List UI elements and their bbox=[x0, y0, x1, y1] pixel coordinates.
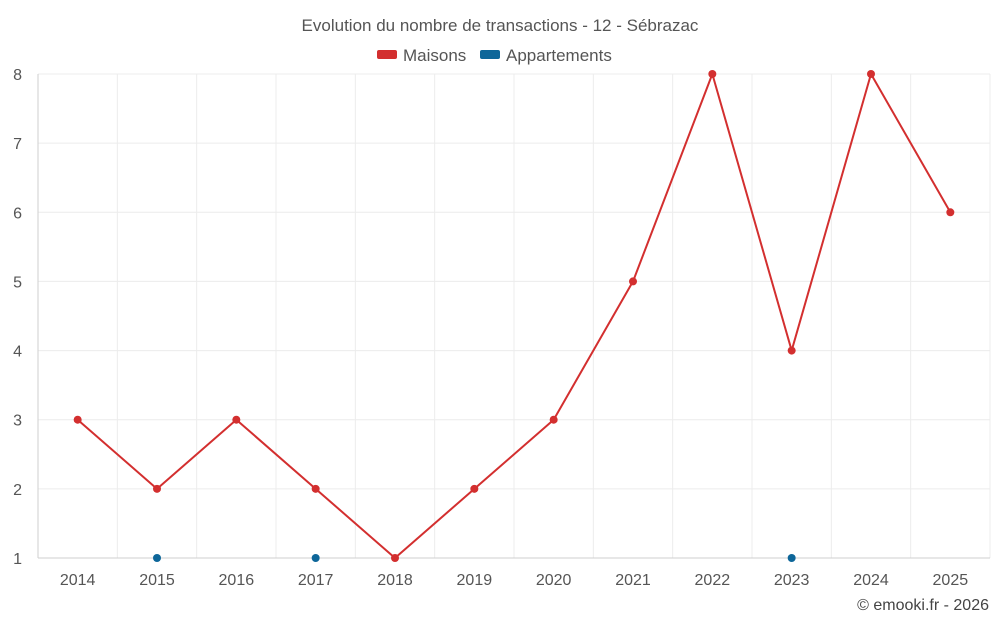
x-tick-label: 2022 bbox=[695, 572, 731, 589]
x-tick-label: 2018 bbox=[377, 572, 413, 589]
y-tick-label: 6 bbox=[13, 205, 22, 222]
legend-label-appartements[interactable]: Appartements bbox=[506, 46, 612, 65]
series bbox=[73, 70, 955, 562]
x-tick-label: 2019 bbox=[457, 572, 493, 589]
y-tick-label: 5 bbox=[13, 274, 22, 291]
x-tick-label: 2014 bbox=[60, 572, 96, 589]
y-tick-label: 3 bbox=[13, 413, 22, 430]
y-tick-label: 7 bbox=[13, 136, 22, 153]
y-tick-label: 2 bbox=[13, 482, 22, 499]
data-point-maisons[interactable] bbox=[708, 70, 717, 78]
y-tick-label: 8 bbox=[13, 67, 22, 84]
x-tick-label: 2015 bbox=[139, 572, 175, 589]
x-tick-label: 2017 bbox=[298, 572, 334, 589]
data-point-maisons[interactable] bbox=[311, 484, 320, 493]
chart-title: Evolution du nombre de transactions - 12… bbox=[302, 16, 699, 35]
data-point-maisons[interactable] bbox=[391, 554, 399, 562]
data-point-appartements[interactable] bbox=[787, 554, 796, 562]
data-point-maisons[interactable] bbox=[787, 346, 796, 355]
series-line-maisons bbox=[77, 73, 952, 559]
data-point-appartements[interactable] bbox=[311, 554, 320, 562]
data-point-maisons[interactable] bbox=[73, 415, 82, 424]
data-point-maisons[interactable] bbox=[153, 484, 161, 493]
data-point-maisons[interactable] bbox=[549, 415, 558, 424]
legend-label-maisons[interactable]: Maisons bbox=[403, 46, 466, 65]
legend-swatch-appartements[interactable] bbox=[480, 50, 500, 59]
data-point-maisons[interactable] bbox=[867, 70, 875, 78]
x-tick-label: 2016 bbox=[219, 572, 255, 589]
credit-text: © emooki.fr - 2026 bbox=[857, 597, 989, 614]
legend: Maisons Appartements bbox=[377, 46, 612, 65]
x-tick-label: 2023 bbox=[774, 572, 810, 589]
y-tick-label: 1 bbox=[13, 551, 22, 568]
data-point-appartements[interactable] bbox=[153, 554, 161, 562]
data-point-maisons[interactable] bbox=[629, 277, 637, 286]
x-tick-label: 2024 bbox=[853, 572, 889, 589]
y-tick-label: 4 bbox=[13, 344, 22, 361]
data-point-maisons[interactable] bbox=[470, 484, 479, 493]
x-tick-label: 2020 bbox=[536, 572, 572, 589]
legend-swatch-maisons[interactable] bbox=[377, 50, 397, 59]
x-tick-label: 2025 bbox=[933, 572, 969, 589]
axes: 1 2 3 4 5 6 7 8 2014 2015 2016 2017 2018 2019 2020 2021… bbox=[13, 67, 990, 589]
grid bbox=[37, 73, 991, 559]
data-point-maisons[interactable] bbox=[232, 415, 241, 424]
x-tick-label: 2021 bbox=[615, 572, 651, 589]
data-point-maisons[interactable] bbox=[946, 208, 955, 217]
